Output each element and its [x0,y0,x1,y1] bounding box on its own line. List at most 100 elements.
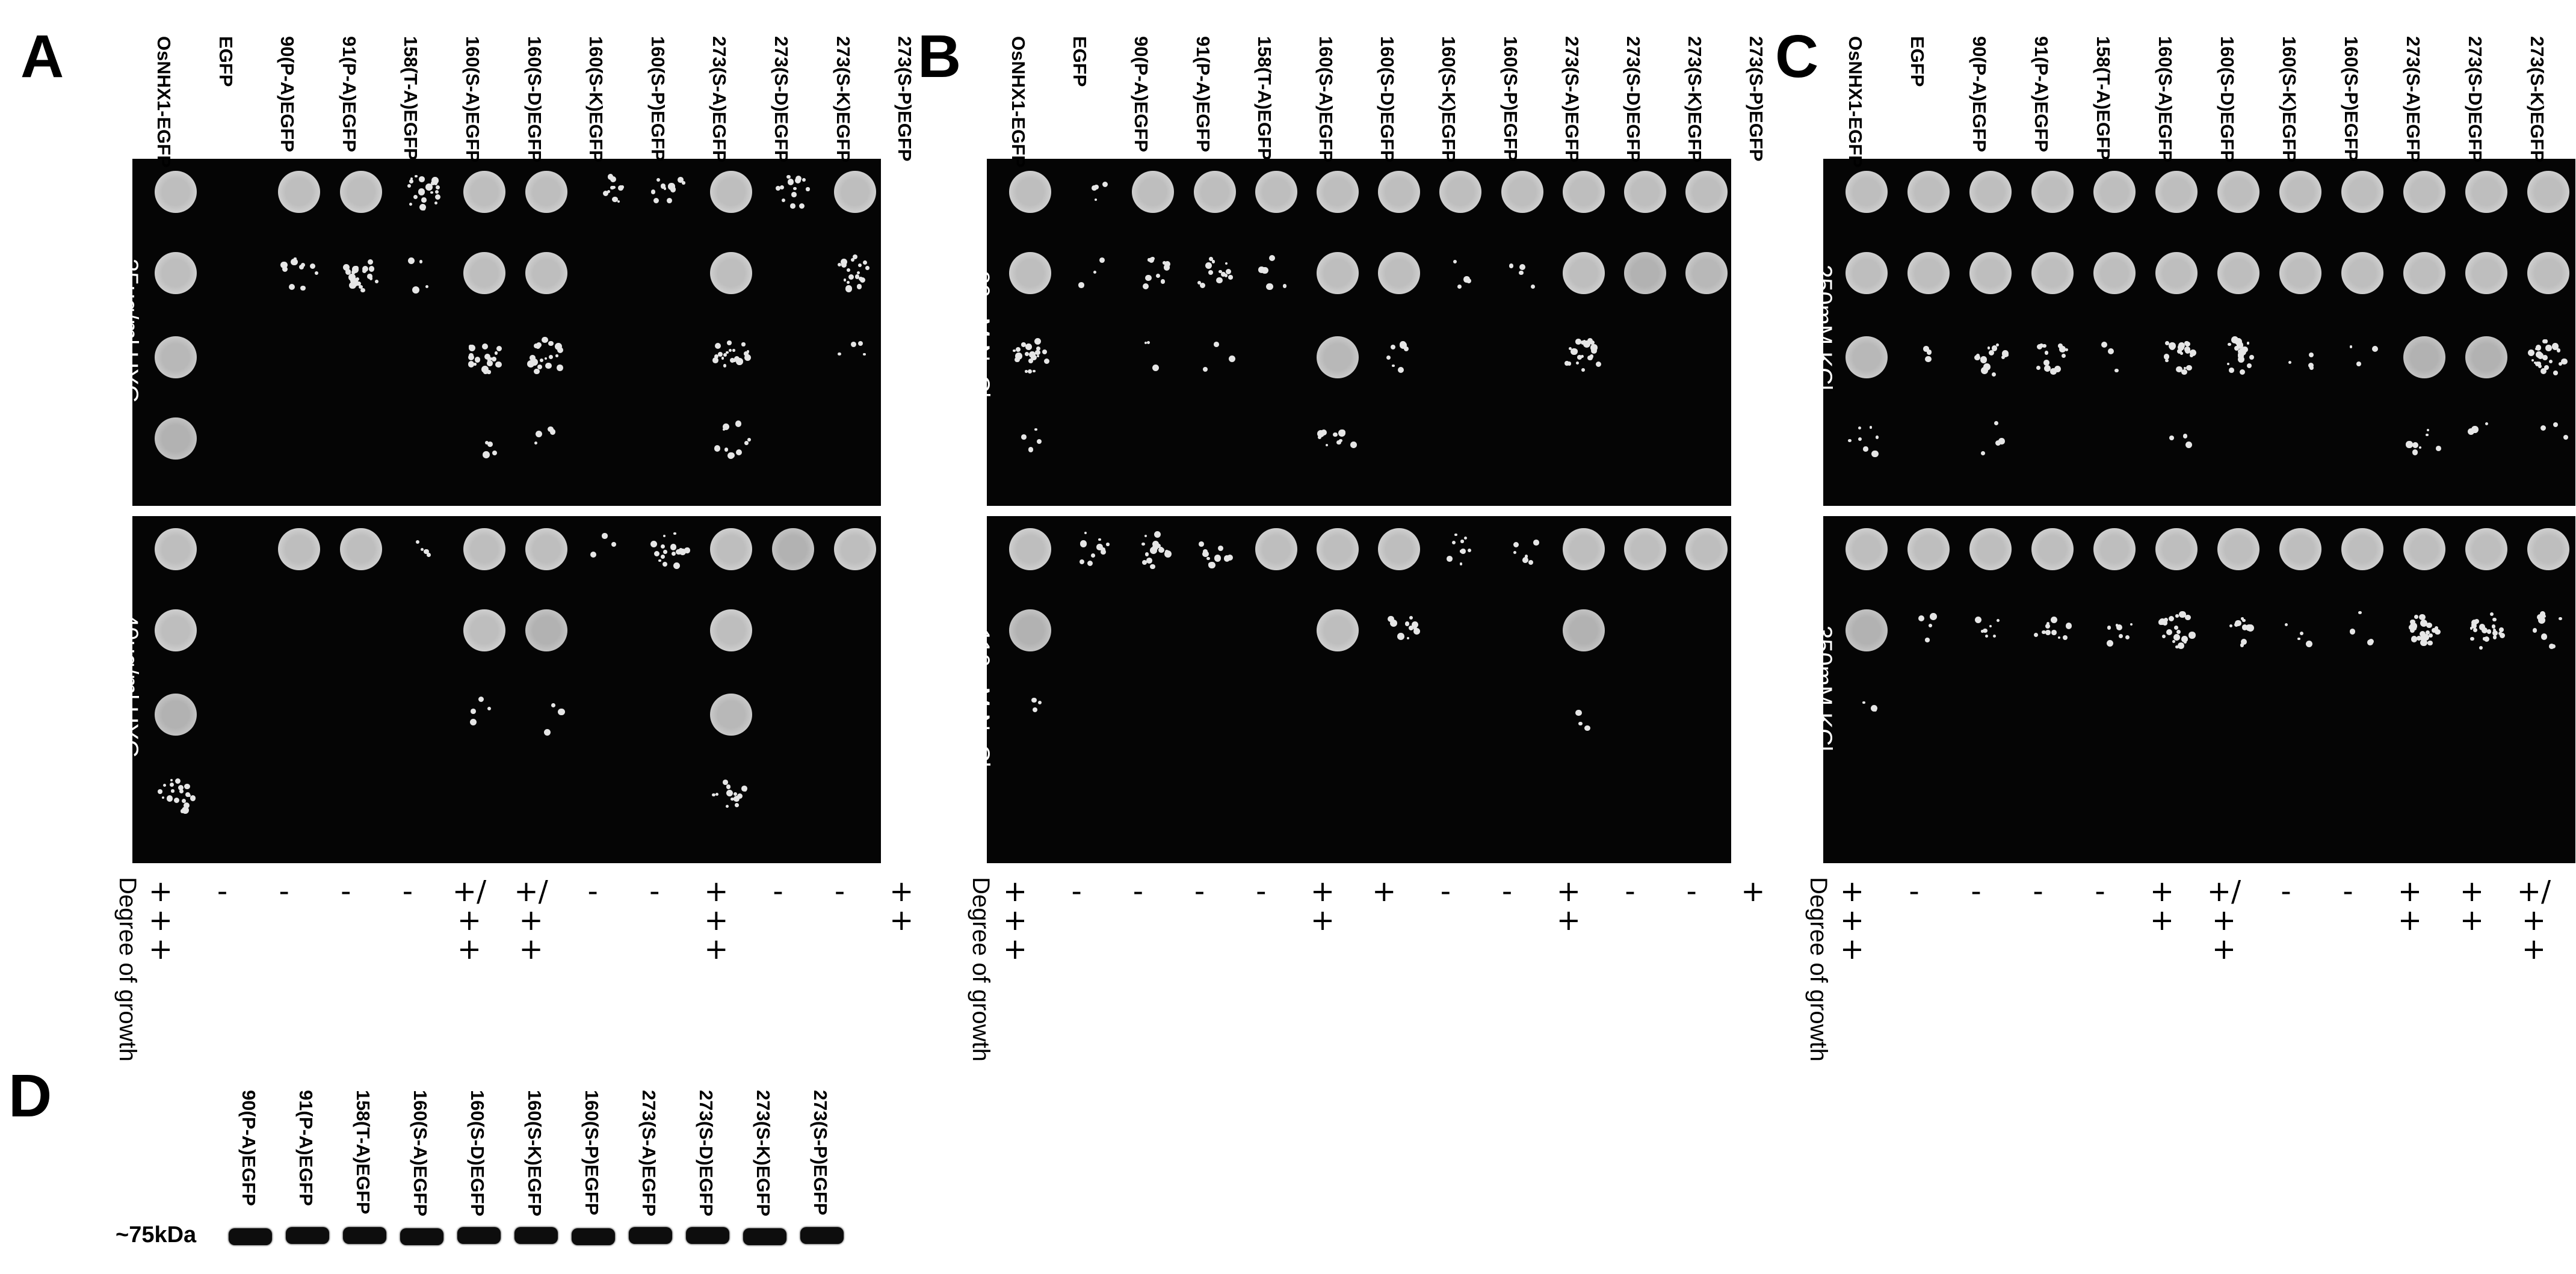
colony [1980,356,1988,363]
colony [2420,639,2428,647]
colony [1992,635,1997,638]
colony [793,186,797,191]
growth-spot [2341,252,2383,294]
colony [673,532,676,535]
growth-spot [1685,252,1728,294]
colony [1875,435,1879,439]
colony [1571,348,1578,355]
colony [787,178,794,185]
colony [1446,556,1453,562]
growth-score-a-160-s-d-egfp: +/+ + [514,875,548,966]
colony [1029,351,1036,358]
colony [679,548,687,556]
colony [863,352,866,356]
growth-score-c-egfp: - [1909,875,1920,908]
colony [1164,261,1170,268]
growth-spot [2217,528,2259,570]
colony [1397,367,1404,374]
colony [2358,611,2362,615]
colony [1522,557,1528,564]
blot-band-273-s-p-egfp [800,1227,844,1244]
growth-spot [1009,171,1051,213]
colony [735,420,741,427]
colony [2229,624,2232,628]
colony [1974,354,1980,361]
growth-spot [710,609,753,651]
colony [2054,365,2062,373]
colony [171,789,175,793]
colony [1581,340,1586,345]
colony [743,788,747,792]
blot-band-160-s-a-egfp [400,1228,443,1245]
growth-score-a-egfp: - [217,875,228,908]
colony [478,696,484,703]
colony [1925,638,1930,642]
colony [2114,368,2119,373]
colony [1031,354,1037,361]
colony [2044,351,2048,355]
growth-spot [1907,528,1950,570]
colony [2236,342,2244,349]
colony [1988,349,1995,356]
colony [2308,352,2314,358]
blot-band-273-s-d-egfp [686,1227,729,1244]
colony [1923,346,1929,352]
growth-spot [2093,171,2136,213]
colony [2406,441,2413,448]
growth-spot [525,171,567,213]
growth-score-b-273-s-d-egfp: - [1625,875,1635,908]
colony [1575,709,1583,716]
growth-score-c-158-t-a-egfp: - [2095,875,2105,908]
colony [539,358,543,362]
colony [735,449,742,456]
colony [2542,614,2546,618]
colony [1147,258,1151,262]
colony [2240,643,2244,647]
colony [2540,425,2547,431]
growth-score-b-273-s-p-egfp: + [1741,875,1765,908]
colony [1318,435,1322,439]
colony [607,189,610,193]
colony [468,361,475,368]
colony [676,549,682,555]
growth-spot [2403,171,2445,213]
colony [1155,274,1161,278]
colony [1519,270,1524,275]
colony [1980,451,1985,455]
colony [1583,339,1586,343]
growth-spot [155,694,197,736]
colony [1587,337,1593,343]
colony [1397,632,1405,640]
colony [2241,639,2247,645]
colony [2412,442,2419,449]
colony [1987,346,1990,349]
growth-score-c-273-s-a-egfp: + + [2397,875,2423,937]
colony [2417,636,2422,641]
colony [863,260,866,264]
colony [715,793,719,796]
colony [492,356,497,362]
colony [2229,367,2234,373]
colony [802,177,806,182]
colony [854,274,860,279]
colony [1413,627,1417,630]
colony [741,785,747,792]
colony [1513,551,1517,555]
colony [2235,620,2241,627]
growth-spot [2217,252,2259,294]
colony [415,174,418,177]
colony [2542,355,2548,361]
colony [2174,626,2179,630]
colony [1015,346,1021,352]
colony [1044,358,1050,364]
colony [2169,342,2176,349]
colony [1863,446,1868,452]
colony [1155,532,1161,537]
colony [2050,616,2057,623]
colony [2474,619,2480,624]
colony [1317,430,1324,437]
colony [2176,366,2182,372]
colony [736,358,743,365]
colony [2538,364,2542,368]
colony [487,707,492,711]
